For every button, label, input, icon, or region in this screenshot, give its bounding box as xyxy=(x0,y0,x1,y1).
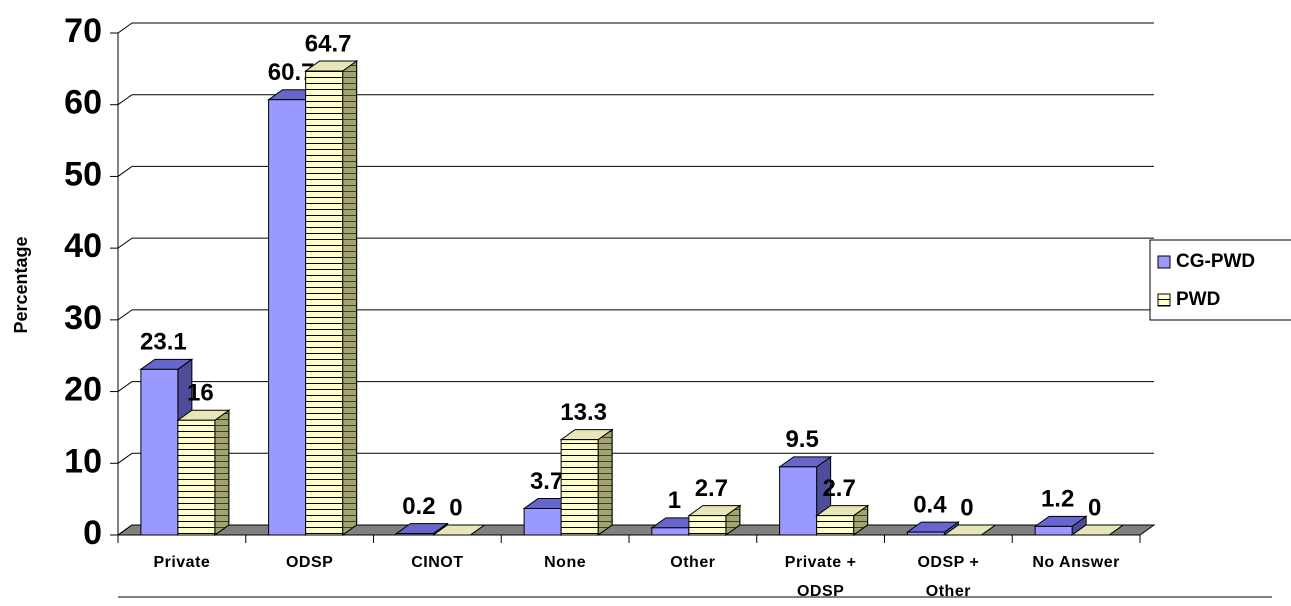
bar xyxy=(1034,525,1073,536)
bar-side-shade xyxy=(214,409,230,536)
legend-label: PWD xyxy=(1176,289,1220,310)
y-tick-label: 30 xyxy=(64,299,102,337)
bar xyxy=(177,419,216,536)
x-tick-label: Other xyxy=(670,554,716,571)
grid-line xyxy=(117,309,133,321)
y-tick-label: 10 xyxy=(64,442,102,480)
data-label: 1 xyxy=(668,487,681,514)
bar-side-shade xyxy=(342,60,358,536)
data-label: 1.2 xyxy=(1041,486,1074,513)
data-label: 0.4 xyxy=(913,491,947,518)
data-label: 0 xyxy=(1088,494,1101,521)
data-label: 64.7 xyxy=(305,30,352,57)
bar xyxy=(140,368,179,536)
legend-box xyxy=(1149,239,1291,321)
grid-line xyxy=(117,524,133,536)
y-tick-label: 20 xyxy=(64,371,102,409)
grid-line xyxy=(117,94,133,106)
bar xyxy=(688,515,727,536)
x-tick-label: Private + ODSP xyxy=(784,554,857,600)
grid-line xyxy=(117,381,133,392)
x-tick-label: No Answer xyxy=(1032,554,1120,571)
legend-label: CG-PWD xyxy=(1176,251,1255,272)
bar-top xyxy=(431,524,486,536)
bar-side-shade xyxy=(597,428,613,536)
data-label: 2.7 xyxy=(695,475,728,502)
grid-line xyxy=(117,237,133,249)
bar-top xyxy=(942,524,997,536)
x-tick-label: CINOT xyxy=(411,554,464,571)
y-axis-label: Percentage xyxy=(11,236,31,333)
data-label: 0.2 xyxy=(402,493,435,520)
x-tick-label: ODSP xyxy=(285,554,334,571)
data-label: 0 xyxy=(960,494,973,521)
bar-top xyxy=(1070,524,1125,536)
grid-line xyxy=(117,452,133,464)
grid-line xyxy=(117,22,133,34)
legend-swatch xyxy=(1157,293,1171,307)
y-tick-label: 60 xyxy=(64,84,102,122)
bar xyxy=(906,531,945,536)
data-label: 16 xyxy=(187,380,214,407)
y-tick-label: 0 xyxy=(83,514,102,552)
data-label: 2.7 xyxy=(822,475,855,502)
bar xyxy=(305,70,344,536)
data-label: 3.7 xyxy=(530,468,563,495)
data-label: 23.1 xyxy=(140,329,187,356)
x-tick-label: None xyxy=(544,554,587,571)
y-tick-label: 70 xyxy=(64,12,102,50)
legend-swatch xyxy=(1157,255,1171,269)
y-tick-label: 50 xyxy=(64,155,102,193)
bar xyxy=(560,439,599,536)
data-label: 9.5 xyxy=(785,426,818,453)
bar xyxy=(779,466,818,536)
data-label: 13.3 xyxy=(560,399,607,426)
x-tick-label: Private xyxy=(153,554,211,571)
bar xyxy=(816,515,855,536)
data-label: 0 xyxy=(449,494,462,521)
bar xyxy=(268,99,307,536)
grid-line xyxy=(117,166,133,177)
bar xyxy=(523,507,562,536)
x-tick-label: ODSP + Other xyxy=(917,554,980,600)
y-tick-label: 40 xyxy=(64,227,102,265)
bar xyxy=(651,527,690,536)
bar xyxy=(395,533,434,536)
